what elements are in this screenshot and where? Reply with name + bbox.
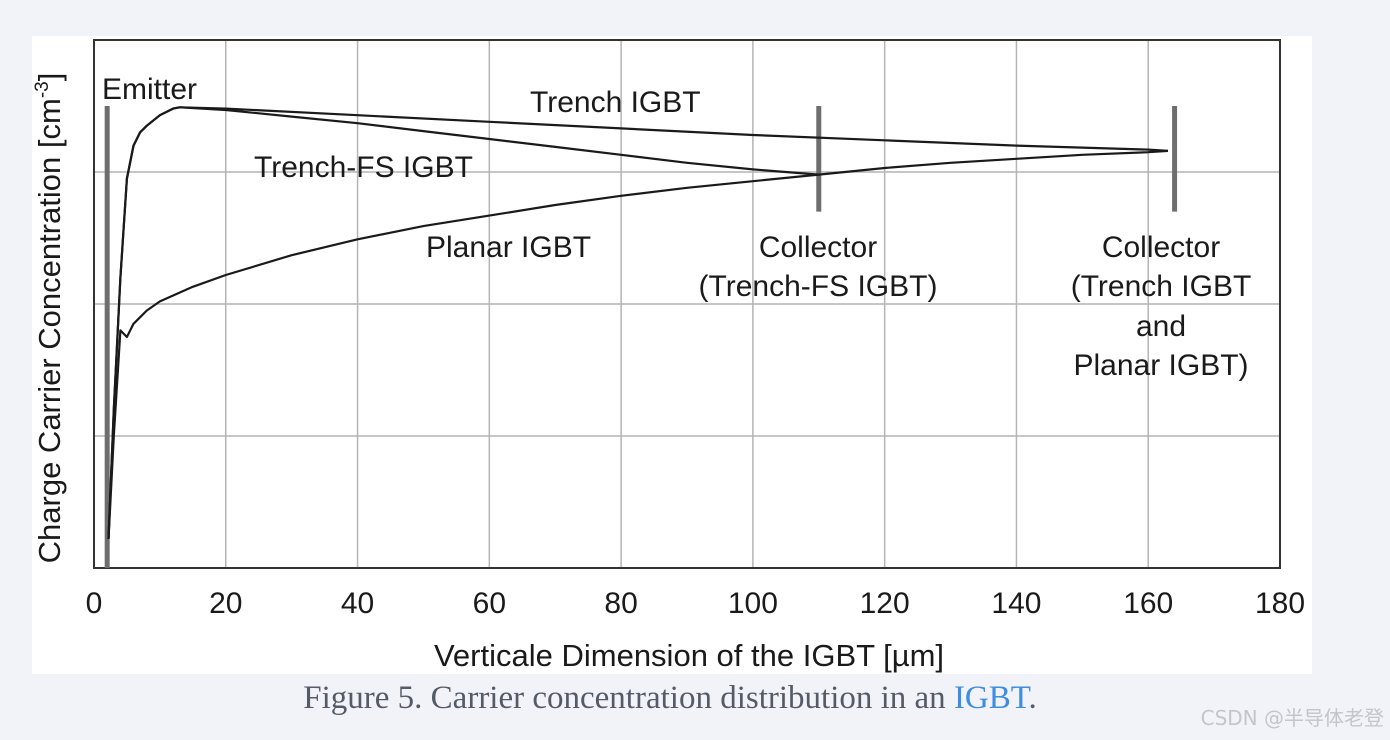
x-tick-label: 160: [1123, 587, 1173, 620]
x-tick-label: 180: [1255, 587, 1305, 620]
y-axis-label-main: Charge Carrier Concentration [cm: [32, 98, 67, 563]
x-tick-label: 40: [341, 587, 374, 620]
carrier-concentration-chart: 0 20 40 60 80 100 120 140 160 180 Emitter Trench …: [32, 39, 1305, 673]
x-tick-label: 80: [604, 587, 637, 620]
y-axis-label: Charge Carrier Concentration [cm-3]: [32, 73, 67, 564]
x-tick-label: 120: [860, 587, 910, 620]
x-axis-label: Verticale Dimension of the IGBT [µm]: [434, 638, 944, 673]
caption-text: Figure 5. Carrier concentration distribu…: [303, 680, 954, 716]
annotation-collector-trench-line3: and: [1136, 310, 1186, 343]
annotation-trench-igbt: Trench IGBT: [530, 86, 701, 119]
series-line-trench-fs-igbt: [107, 106, 819, 540]
x-tick-label: 0: [86, 587, 103, 620]
annotation-planar-igbt: Planar IGBT: [426, 231, 591, 264]
annotation-collector-fs-line2: (Trench-FS IGBT): [699, 270, 938, 303]
x-tick-label: 20: [209, 587, 242, 620]
y-axis-label-close: ]: [32, 73, 67, 82]
caption-igbt-link[interactable]: IGBT: [953, 680, 1029, 716]
series-line-planar-igbt: [107, 149, 1169, 540]
x-tick-label: 60: [473, 587, 506, 620]
x-tick-label: 100: [728, 587, 778, 620]
grid-lines: [94, 40, 1280, 568]
annotation-collector-trench-line1: Collector: [1102, 231, 1220, 264]
plot-frame: [93, 39, 1281, 569]
annotation-trench-fs-igbt: Trench-FS IGBT: [254, 151, 473, 184]
marker-bars: [104, 106, 1178, 568]
annotation-collector-fs-line1: Collector: [759, 231, 877, 264]
caption-period: .: [1028, 680, 1037, 716]
figure-panel: 0 20 40 60 80 100 120 140 160 180 Emitter Trench …: [32, 36, 1312, 674]
watermark: CSDN @半导体老登: [1200, 706, 1384, 730]
x-tick-labels: 0 20 40 60 80 100 120 140 160 180: [86, 587, 1305, 620]
y-axis-label-superscript: -3: [32, 81, 53, 98]
annotation-collector-trench-line4: Planar IGBT): [1073, 349, 1248, 382]
data-series: [107, 106, 1169, 540]
annotation-emitter: Emitter: [102, 73, 197, 106]
figure-caption: Figure 5. Carrier concentration distribu…: [0, 680, 1340, 717]
annotation-collector-trench-line2: (Trench IGBT: [1071, 270, 1252, 303]
x-tick-label: 140: [991, 587, 1041, 620]
